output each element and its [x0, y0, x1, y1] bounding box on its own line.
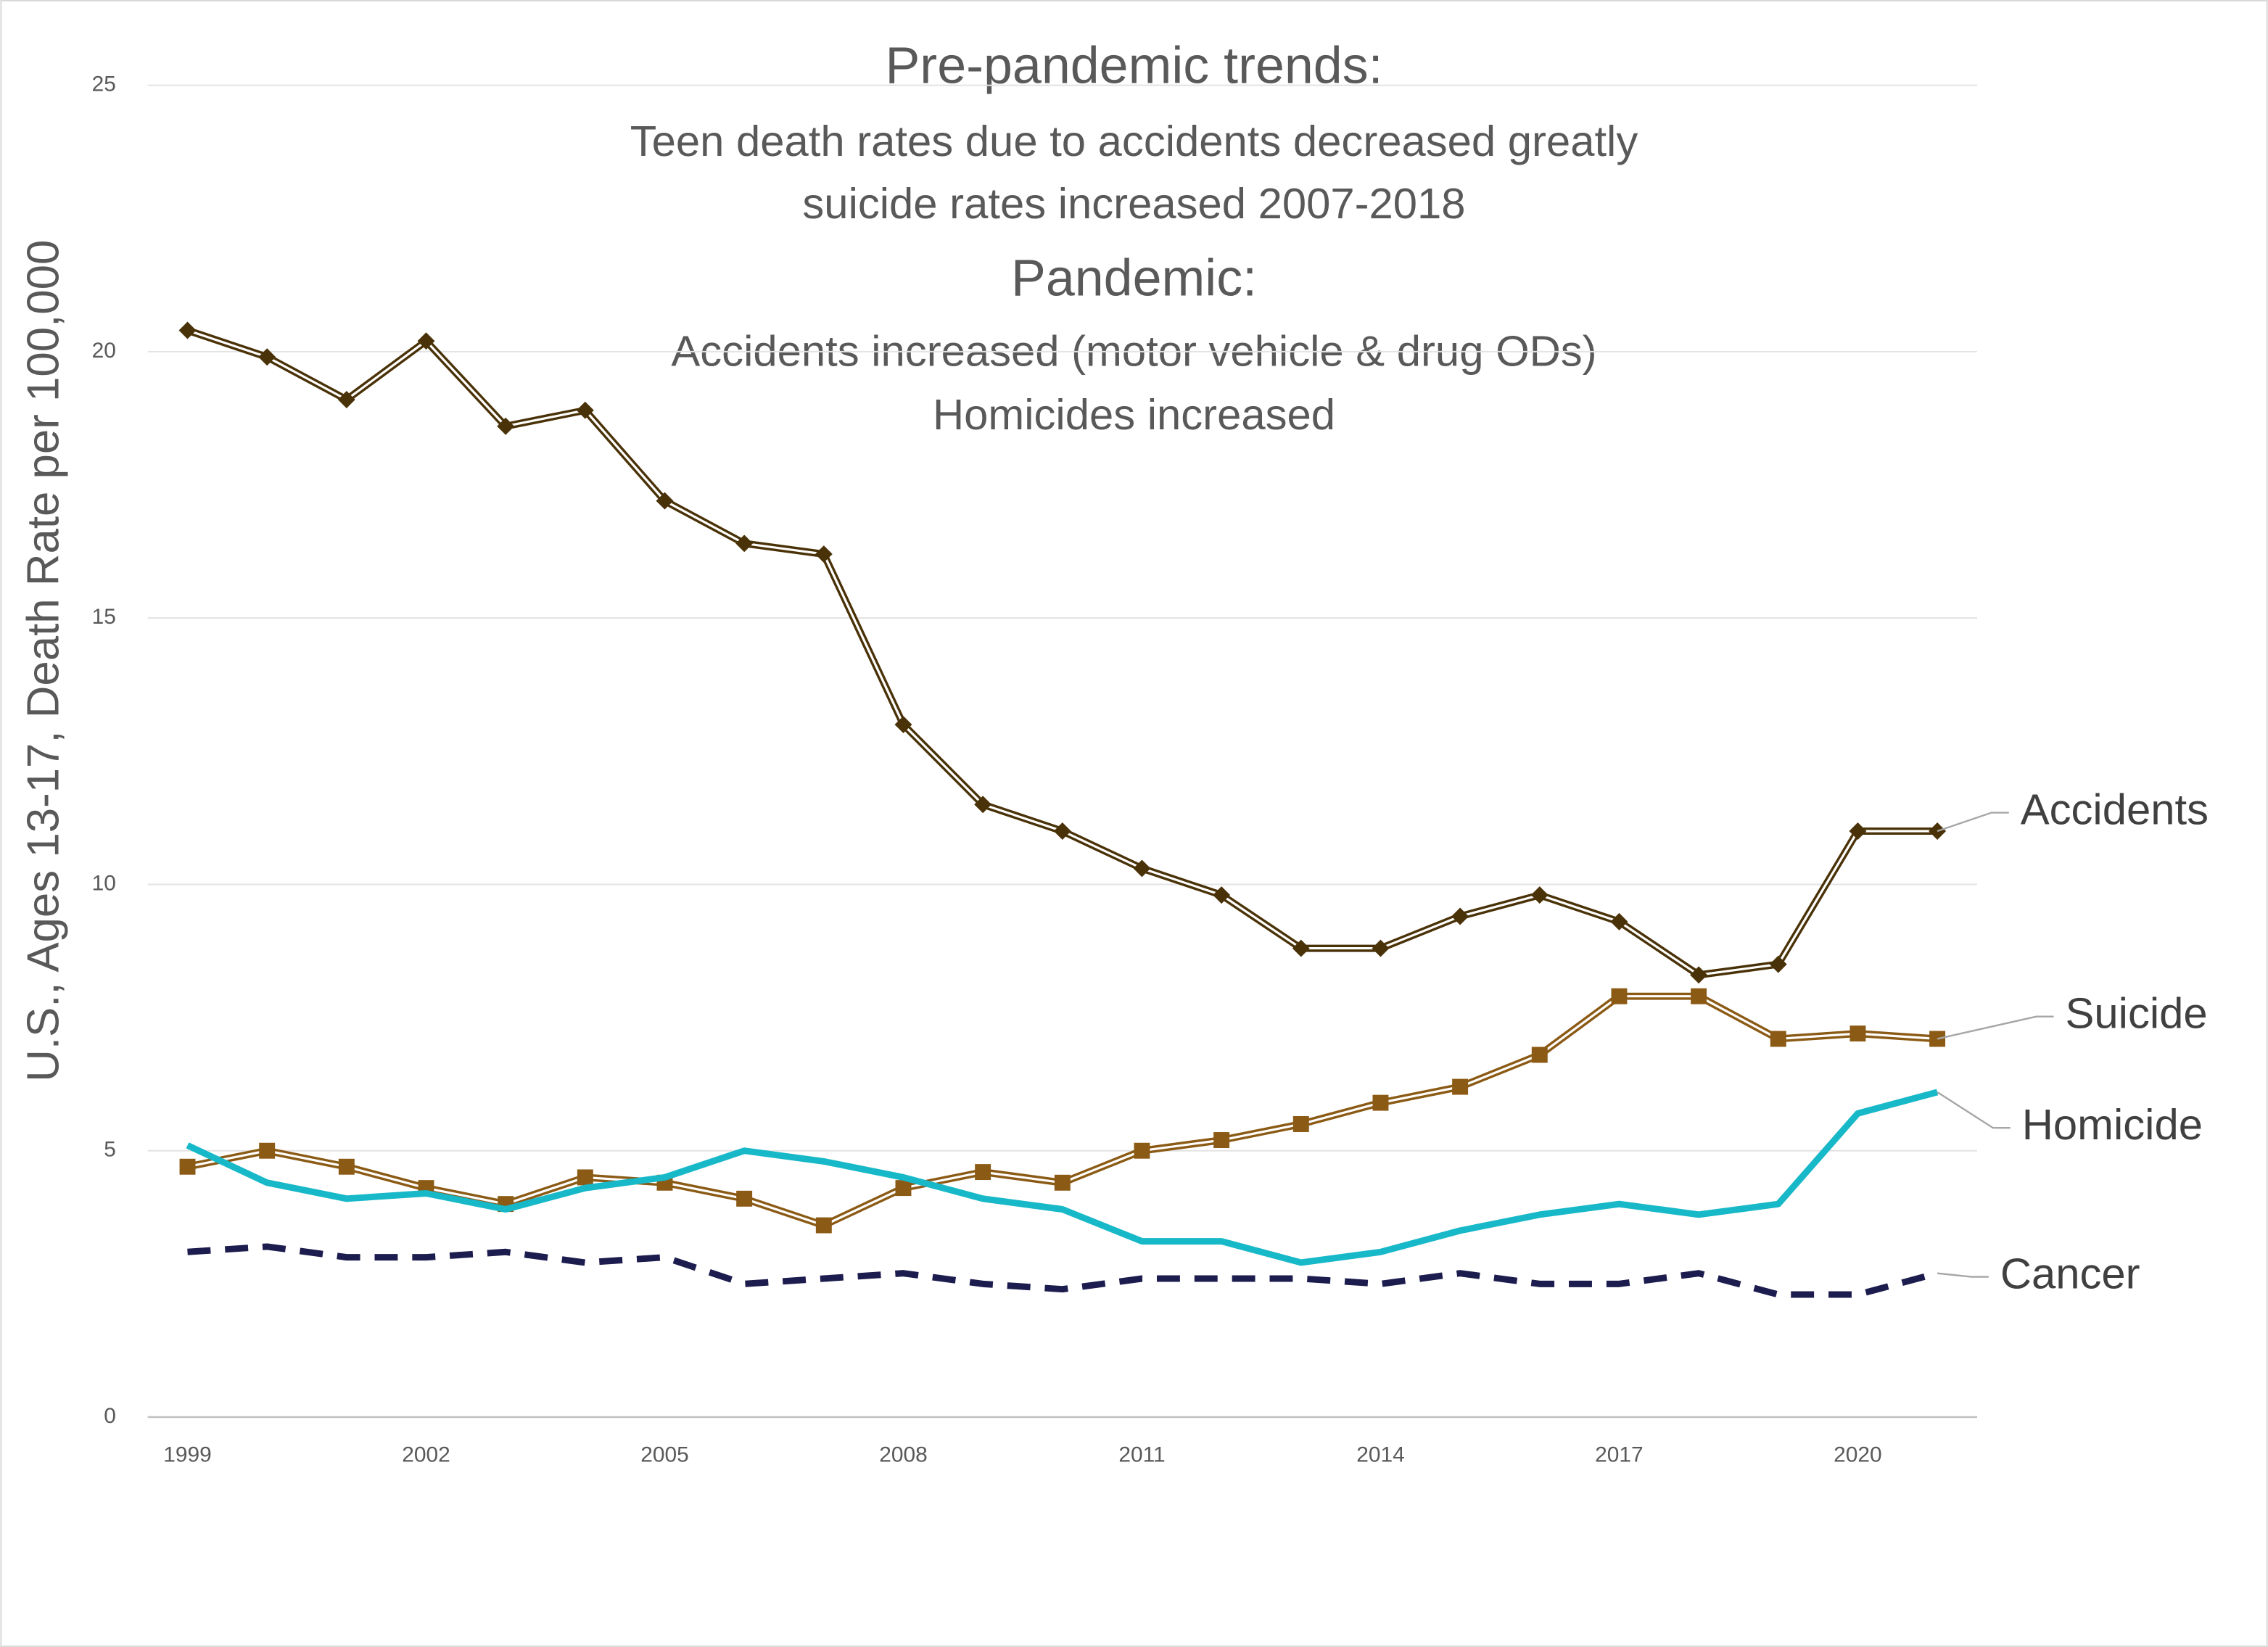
- series-label: Suicide: [2066, 988, 2208, 1037]
- point-marker: [1451, 907, 1469, 925]
- point-marker: [1134, 1142, 1150, 1159]
- chart-subtitle: Accidents increased (motor vehicle & dru…: [671, 326, 1596, 375]
- point-marker: [179, 1158, 196, 1175]
- point-marker: [1610, 912, 1628, 930]
- x-tick-label: 1999: [163, 1443, 211, 1467]
- y-tick-label: 20: [92, 339, 116, 363]
- series-label: Homicide: [2022, 1100, 2203, 1149]
- y-tick-label: 10: [92, 871, 116, 895]
- point-marker: [815, 545, 833, 563]
- point-marker: [1452, 1078, 1469, 1095]
- point-marker: [1850, 1025, 1866, 1042]
- point-marker: [736, 1190, 753, 1207]
- point-marker: [1054, 1174, 1071, 1191]
- y-axis-title: U.S., Ages 13-17, Death Rate per 100,000: [18, 240, 68, 1082]
- leader-line: [1937, 812, 2009, 833]
- series-line: [187, 1243, 1939, 1298]
- point-marker: [1531, 1047, 1548, 1063]
- chart-subtitle: Homicides increased: [933, 390, 1335, 439]
- leader-line: [1937, 1272, 1989, 1278]
- y-tick-label: 25: [92, 73, 116, 96]
- point-marker: [1372, 1094, 1389, 1111]
- series-label: Accidents: [2021, 785, 2209, 833]
- series-label: Cancer: [2000, 1249, 2140, 1297]
- chart-title: Pre-pandemic trends:: [885, 37, 1382, 95]
- point-marker: [1690, 966, 1708, 984]
- point-marker: [577, 1169, 593, 1186]
- point-marker: [338, 1158, 355, 1175]
- y-tick-label: 0: [104, 1404, 116, 1428]
- point-marker: [1292, 1116, 1309, 1132]
- point-marker: [1691, 988, 1707, 1004]
- point-marker: [656, 492, 674, 510]
- point-marker: [576, 401, 594, 419]
- chart-title: Pandemic:: [1011, 249, 1257, 307]
- point-marker: [1053, 822, 1071, 840]
- x-tick-label: 2002: [402, 1443, 450, 1467]
- leader-line: [1937, 1091, 2011, 1129]
- leader-line: [1937, 1015, 2054, 1040]
- point-marker: [975, 1164, 991, 1181]
- x-tick-label: 2020: [1834, 1443, 1882, 1467]
- point-marker: [895, 1180, 912, 1197]
- point-marker: [1770, 1031, 1786, 1047]
- y-tick-label: 15: [92, 605, 116, 629]
- point-marker: [417, 332, 435, 350]
- point-marker: [497, 417, 515, 435]
- point-marker: [1611, 988, 1628, 1004]
- point-marker: [259, 1142, 276, 1159]
- chart-subtitle: Teen death rates due to accidents decrea…: [630, 117, 1638, 165]
- series-line: [186, 1089, 1939, 1266]
- point-marker: [1213, 886, 1231, 904]
- point-marker: [337, 391, 355, 408]
- point-marker: [178, 321, 197, 339]
- x-tick-label: 2017: [1595, 1443, 1644, 1467]
- point-marker: [815, 1217, 832, 1234]
- y-tick-label: 5: [104, 1138, 116, 1162]
- point-marker: [258, 348, 276, 366]
- point-marker: [974, 796, 992, 814]
- x-tick-label: 2008: [879, 1443, 928, 1467]
- x-tick-label: 2005: [640, 1443, 688, 1467]
- point-marker: [1133, 859, 1151, 878]
- point-marker: [1213, 1132, 1230, 1148]
- x-tick-label: 2011: [1118, 1443, 1165, 1467]
- x-tick-label: 2014: [1356, 1443, 1404, 1467]
- point-marker: [1292, 939, 1310, 957]
- point-marker: [735, 534, 754, 553]
- chart-subtitle: suicide rates increased 2007-2018: [802, 179, 1465, 228]
- point-marker: [894, 716, 912, 734]
- point-marker: [1372, 939, 1390, 957]
